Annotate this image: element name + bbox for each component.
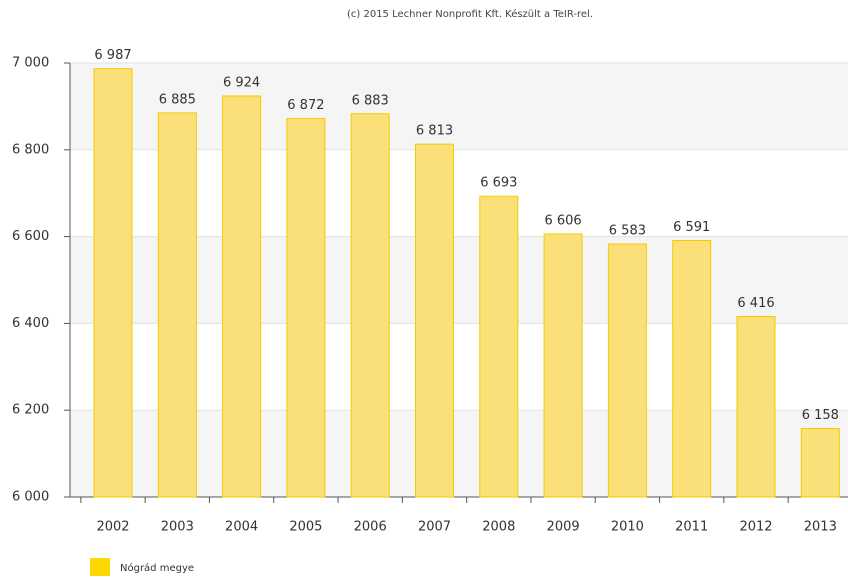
grid-band xyxy=(70,410,848,497)
value-label: 6 813 xyxy=(416,124,453,139)
bar xyxy=(350,113,390,498)
x-tick-label: 2004 xyxy=(225,520,258,535)
legend-swatch xyxy=(90,558,110,576)
x-tick-label: 2012 xyxy=(739,520,772,535)
y-tick-label: 6 200 xyxy=(12,403,49,418)
bar xyxy=(736,315,776,498)
value-label: 6 693 xyxy=(480,176,517,191)
bar xyxy=(93,68,133,498)
bar xyxy=(222,95,262,498)
value-label: 6 987 xyxy=(94,48,131,63)
value-label: 6 416 xyxy=(737,296,774,311)
grid-band xyxy=(70,236,848,324)
legend-label: Nógrád megye xyxy=(120,562,194,574)
chart-credit: (c) 2015 Lechner Nonprofit Kft. Készült … xyxy=(347,8,593,20)
value-label: 6 883 xyxy=(352,93,389,108)
x-tick-label: 2008 xyxy=(482,520,515,535)
y-tick-label: 6 800 xyxy=(12,142,49,157)
x-tick-label: 2006 xyxy=(354,520,387,535)
bar xyxy=(286,118,326,498)
y-tick-label: 6 000 xyxy=(12,490,49,505)
bar xyxy=(800,427,840,498)
value-label: 6 158 xyxy=(802,408,839,423)
bar xyxy=(157,112,197,498)
x-tick-label: 2013 xyxy=(804,520,837,535)
x-tick-label: 2005 xyxy=(289,520,322,535)
bar xyxy=(672,240,712,498)
grid-band xyxy=(70,63,848,150)
value-label: 6 591 xyxy=(673,220,710,235)
x-tick-label: 2002 xyxy=(96,520,129,535)
value-label: 6 885 xyxy=(159,92,196,107)
bar xyxy=(479,195,519,498)
x-tick-label: 2010 xyxy=(611,520,644,535)
x-tick-label: 2003 xyxy=(161,520,194,535)
x-tick-label: 2009 xyxy=(547,520,580,535)
value-label: 6 924 xyxy=(223,75,260,90)
x-tick-label: 2011 xyxy=(675,520,708,535)
value-label: 6 606 xyxy=(544,213,581,228)
x-tick-label: 2007 xyxy=(418,520,451,535)
y-tick-label: 6 600 xyxy=(12,229,49,244)
bar xyxy=(543,233,583,498)
y-tick-label: 7 000 xyxy=(12,56,49,71)
bar xyxy=(607,243,647,498)
value-label: 6 872 xyxy=(287,98,324,113)
y-tick-label: 6 400 xyxy=(12,316,49,331)
bar xyxy=(415,143,454,498)
value-label: 6 583 xyxy=(609,223,646,238)
